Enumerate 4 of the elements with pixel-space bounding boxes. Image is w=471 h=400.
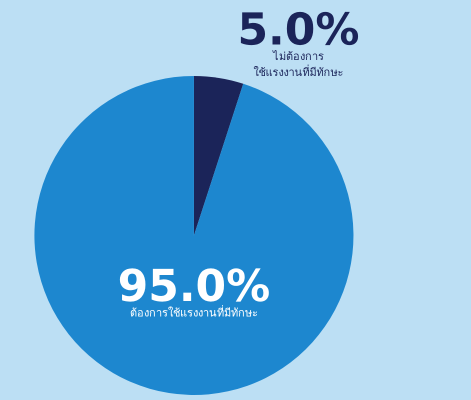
pie-slice (34, 76, 354, 395)
pie-slice (194, 76, 244, 236)
slice-label: ต้องการใช้แรงงานที่มีทักษะ (130, 304, 258, 320)
slice-label: ไม่ต้องการ ใช้แรงงานที่มีทักษะ (253, 50, 344, 79)
